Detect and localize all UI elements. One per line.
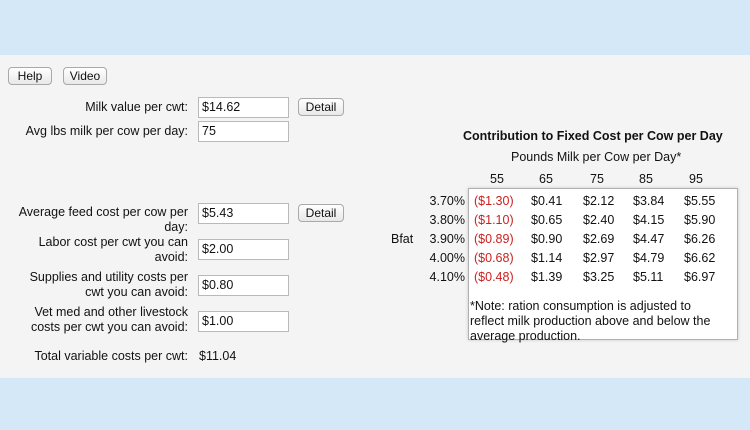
contribution-table [468,188,738,340]
ration-note: *Note: ration consumption is adjusted to… [470,299,710,344]
table-cell: $2.97 [583,251,615,265]
supplies-cost-field[interactable]: $0.80 [198,275,289,296]
table-cell: $5.55 [684,194,716,208]
table-title: Contribution to Fixed Cost per Cow per D… [463,129,723,143]
milk-value-field[interactable]: $14.62 [198,97,289,118]
milk-detail-button[interactable]: Detail [298,98,344,116]
table-cell: $0.90 [531,232,563,246]
vet-cost-label: Vet med and other livestock costs per cw… [31,305,188,335]
help-button[interactable]: Help [8,67,52,85]
row-label-4-10: 4.10% [429,270,465,284]
table-cell: $2.12 [583,194,615,208]
feed-cost-field[interactable]: $5.43 [198,203,289,224]
table-cell: $3.84 [633,194,665,208]
total-costs-label: Total variable costs per cwt: [34,349,188,363]
ration-note-line2: reflect milk production above and below … [470,314,711,328]
table-cell: $5.90 [684,213,716,227]
table-cell: $6.62 [684,251,716,265]
table-cell: $6.97 [684,270,716,284]
calculator-panel: Help Video Milk value per cwt: $14.62 De… [0,55,750,378]
labor-cost-label: Labor cost per cwt you can avoid: [39,235,188,265]
feed-detail-button[interactable]: Detail [298,204,344,222]
table-cell: $1.14 [531,251,563,265]
table-cell: $0.41 [531,194,563,208]
ration-note-line1: *Note: ration consumption is adjusted to [470,299,691,313]
table-cell: $2.69 [583,232,615,246]
table-cell: $0.65 [531,213,563,227]
supplies-cost-label-line1: Supplies and utility costs per [29,270,188,284]
table-cell: $3.25 [583,270,615,284]
column-header-75: 75 [590,172,604,186]
table-cell: $4.15 [633,213,665,227]
video-button[interactable]: Video [63,67,107,85]
table-cell: $2.40 [583,213,615,227]
labor-cost-field[interactable]: $2.00 [198,239,289,260]
table-subtitle: Pounds Milk per Cow per Day* [511,150,682,164]
table-cell: $4.79 [633,251,665,265]
row-label-3-90: 3.90% [429,232,465,246]
bfat-label: Bfat [391,232,414,246]
avg-lbs-field[interactable]: 75 [198,121,289,142]
vet-cost-label-line2: costs per cwt you can avoid: [30,320,188,334]
table-cell: $5.11 [633,270,664,284]
milk-value-label: Milk value per cwt: [85,100,188,114]
total-costs-value: $11.04 [199,349,237,363]
row-label-3-80: 3.80% [429,213,465,227]
table-cell: ($1.10) [474,213,514,227]
labor-cost-label-line1: Labor cost per cwt you can [38,235,188,249]
table-cell: $4.47 [633,232,665,246]
ration-note-line3: average production. [470,329,581,343]
supplies-cost-label: Supplies and utility costs per cwt you c… [30,270,188,300]
vet-cost-field[interactable]: $1.00 [198,311,289,332]
column-header-65: 65 [539,172,553,186]
table-cell: $1.39 [531,270,563,284]
vet-cost-label-line1: Vet med and other livestock [34,305,188,319]
table-cell: $6.26 [684,232,716,246]
table-cell: ($1.30) [474,194,514,208]
feed-cost-label: Average feed cost per cow per day: [19,205,188,235]
column-header-85: 85 [639,172,653,186]
row-label-4-00: 4.00% [429,251,465,265]
column-header-55: 55 [490,172,504,186]
labor-cost-label-line2: avoid: [154,250,188,264]
feed-cost-label-line1: Average feed cost per cow per [18,205,188,219]
avg-lbs-label: Avg lbs milk per cow per day: [25,124,188,138]
supplies-cost-label-line2: cwt you can avoid: [85,285,188,299]
feed-cost-label-line2: day: [164,220,188,234]
table-cell: ($0.68) [474,251,514,265]
table-cell: ($0.89) [474,232,514,246]
table-cell: ($0.48) [474,270,514,284]
row-label-3-70: 3.70% [429,194,465,208]
column-header-95: 95 [689,172,703,186]
